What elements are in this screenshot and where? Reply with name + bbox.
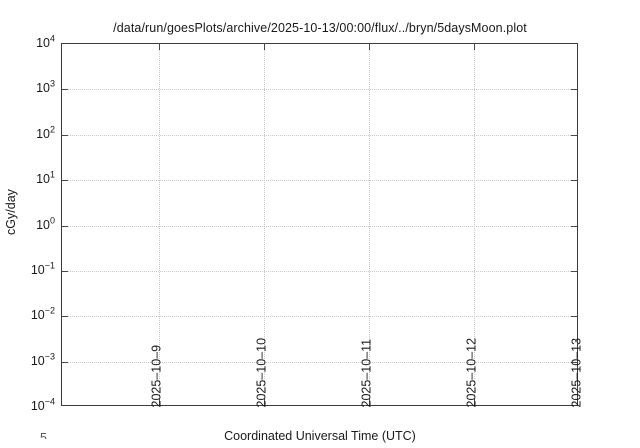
y-axis-tick-mark-right	[571, 134, 577, 136]
y-axis-tick-mark	[62, 316, 68, 318]
x-axis-tick-mark	[473, 44, 475, 50]
plot-frame	[61, 43, 578, 406]
y-axis-tick-label: 10−2	[30, 305, 55, 323]
x-axis-tick-label: 2025–10–11	[359, 338, 374, 407]
x-axis-tick-mark-bottom	[158, 399, 160, 405]
horizontal-gridline	[62, 361, 577, 363]
horizontal-gridline	[62, 89, 577, 91]
y-axis-tick-label: 101	[36, 169, 55, 186]
horizontal-gridline	[62, 134, 577, 136]
horizontal-gridline	[62, 225, 577, 227]
clipped-bottom-glyph: 5	[40, 432, 47, 439]
y-axis-tick-mark-right	[571, 270, 577, 272]
y-axis-tick-mark-right	[571, 180, 577, 182]
y-axis-tick-label: 102	[36, 124, 55, 141]
x-axis-tick-mark	[158, 44, 160, 50]
x-axis-tick-label: 2025–10–13	[569, 337, 584, 407]
plot-title: /data/run/goesPlots/archive/2025-10-13/0…	[113, 21, 527, 35]
x-axis-tick-mark-bottom	[263, 399, 265, 405]
y-axis-tick-mark	[62, 180, 68, 182]
y-axis-tick-label: 10−4	[30, 396, 55, 413]
y-axis-tick-label: 10−3	[30, 351, 55, 368]
x-axis-tick-mark	[263, 44, 265, 50]
y-axis-tick-mark-right	[571, 225, 577, 227]
x-axis-tick-label: 2025–10–10	[254, 337, 269, 407]
y-axis-tick-label: 10−1	[30, 260, 55, 277]
x-axis-tick-label: 2025–10–9	[149, 344, 164, 407]
y-axis-tick-label-group: 104 103 102 101 100 10−1 10−2 10−3 10−4	[0, 0, 55, 448]
y-axis-tick-mark-right	[571, 89, 577, 91]
x-axis-tick-mark	[368, 44, 370, 50]
y-axis-tick-mark	[62, 89, 68, 91]
x-axis-tick-mark-bottom	[473, 399, 475, 405]
y-axis-title: cGy/day	[4, 189, 18, 235]
horizontal-gridline	[62, 316, 577, 318]
y-axis-tick-mark	[62, 361, 68, 363]
y-axis-tick-label: 103	[36, 78, 55, 96]
horizontal-gridline	[62, 270, 577, 272]
y-axis-tick-mark-right	[571, 361, 577, 363]
y-axis-tick-mark	[62, 270, 68, 272]
y-axis-tick-label: 104	[36, 33, 55, 50]
y-axis-tick-mark-right	[571, 316, 577, 318]
y-axis-tick-label: 100	[36, 215, 55, 232]
gridlines	[62, 44, 577, 405]
x-axis-title: Coordinated Universal Time (UTC)	[224, 429, 416, 443]
horizontal-gridline	[62, 180, 577, 182]
y-axis-tick-mark	[62, 134, 68, 136]
x-axis-tick-mark-bottom	[368, 399, 370, 405]
y-axis-tick-mark	[62, 225, 68, 227]
x-axis-tick-label: 2025–10–12	[464, 337, 479, 407]
